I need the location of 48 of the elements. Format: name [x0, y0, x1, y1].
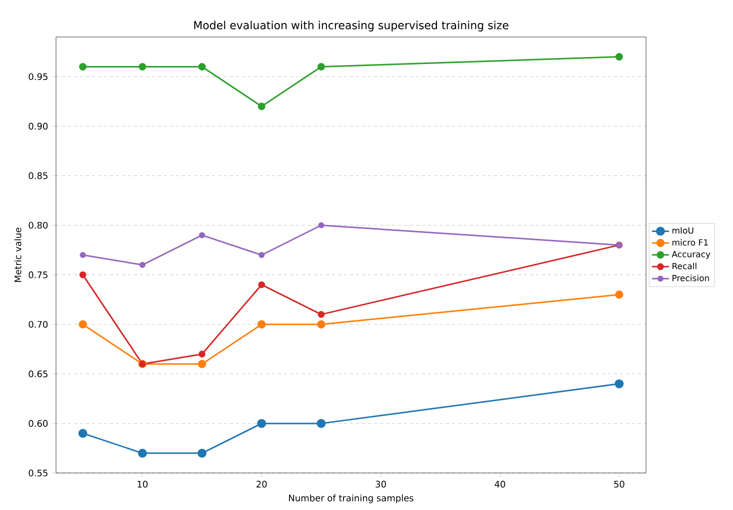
point: [258, 320, 266, 328]
point: [258, 281, 266, 288]
x-axis-title: Number of training samples: [289, 494, 414, 504]
y-tick-label: 0.90: [28, 122, 48, 130]
point: [316, 418, 326, 428]
legend-label: Precision: [672, 274, 709, 282]
point: [614, 379, 624, 388]
point: [258, 102, 266, 110]
y-tick-label: 0.75: [28, 271, 48, 278]
y-tick-label: 0.85: [28, 172, 48, 180]
point: [198, 232, 206, 238]
y-tick-label: 0.80: [28, 222, 48, 229]
point: [317, 320, 326, 328]
x-tick-label: 40: [494, 480, 506, 488]
point: [138, 62, 146, 70]
point: [198, 448, 206, 458]
y-tick-label: 0.65: [28, 370, 48, 378]
x-tick-label: 20: [256, 480, 267, 488]
chart-title: Model evaluation with increasing supervised training size: [194, 20, 508, 32]
point: [139, 262, 146, 268]
point: [318, 222, 324, 228]
point: [80, 252, 86, 258]
point: [198, 350, 206, 358]
x-tick-label: 10: [138, 480, 148, 488]
legend-label: mIoU: [672, 227, 694, 234]
legend-label: Accuracy: [672, 251, 710, 259]
point: [257, 418, 266, 428]
point: [198, 62, 206, 70]
x-tick-label: 50: [614, 480, 624, 488]
point: [615, 53, 623, 61]
legend-label: micro F1: [672, 239, 708, 246]
point: [615, 290, 624, 299]
point: [78, 428, 88, 438]
point: [79, 271, 86, 278]
legend-label: Recall: [672, 262, 696, 270]
y-tick-label: 0.55: [28, 470, 48, 476]
y-tick-label: 0.60: [28, 420, 48, 427]
y-tick-label: 0.95: [28, 73, 48, 80]
point: [138, 448, 147, 458]
point: [317, 62, 325, 70]
y-tick-label: 0.70: [28, 320, 48, 328]
y-axis-title: Metric value: [14, 228, 22, 282]
point: [198, 360, 206, 368]
point: [258, 252, 265, 258]
x-tick-label: 30: [376, 480, 386, 488]
point: [79, 62, 87, 70]
point: [318, 311, 325, 318]
point: [78, 320, 87, 328]
